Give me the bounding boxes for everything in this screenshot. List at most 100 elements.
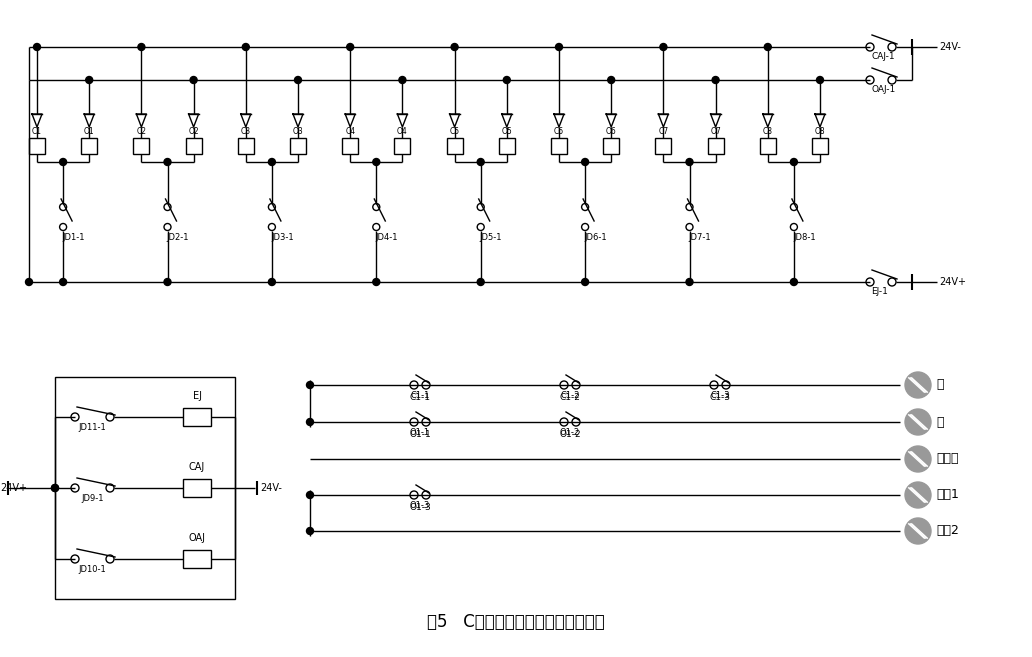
Text: JD11-1: JD11-1 [78,423,106,432]
Circle shape [243,43,250,51]
Bar [812,138,828,154]
Bar [186,138,201,154]
Text: 24V-: 24V- [260,483,282,493]
Circle shape [582,279,588,286]
Text: C1-3: C1-3 [710,393,731,402]
Text: O6: O6 [606,127,616,136]
Text: O5: O5 [502,127,512,136]
Text: O1-3: O1-3 [410,501,430,510]
Text: C8: C8 [763,127,773,136]
Text: 分: 分 [936,415,943,428]
Circle shape [504,76,510,83]
Circle shape [294,76,301,83]
Bar [551,138,567,154]
Circle shape [905,372,931,398]
Text: O1-3: O1-3 [409,503,431,512]
Text: C6: C6 [554,127,565,136]
Text: C1-1: C1-1 [411,391,429,400]
Text: JD6-1: JD6-1 [584,233,607,242]
Circle shape [905,409,931,435]
Circle shape [399,76,406,83]
Circle shape [307,382,314,388]
Text: C4: C4 [345,127,355,136]
Circle shape [307,528,314,535]
Text: C7: C7 [658,127,669,136]
Text: CAJ-1: CAJ-1 [871,52,895,61]
Text: 24V+: 24V+ [0,483,27,493]
Text: C1-1: C1-1 [410,393,430,402]
Text: JD7-1: JD7-1 [688,233,711,242]
Text: O2: O2 [188,127,199,136]
Circle shape [138,43,144,51]
Circle shape [608,76,615,83]
Text: JD4-1: JD4-1 [376,233,397,242]
Text: O3: O3 [293,127,303,136]
Bar [343,138,358,154]
Circle shape [373,158,380,166]
Bar [183,479,211,497]
Circle shape [373,279,380,286]
Circle shape [712,76,719,83]
Text: C1: C1 [32,127,42,136]
Circle shape [477,279,484,286]
Circle shape [164,279,171,286]
Text: OAJ-1: OAJ-1 [871,85,895,94]
Text: O8: O8 [814,127,826,136]
Text: JD9-1: JD9-1 [82,494,104,503]
Text: O7: O7 [710,127,721,136]
Bar [133,138,150,154]
Text: JD8-1: JD8-1 [793,233,815,242]
Circle shape [905,518,931,544]
Text: OAJ: OAJ [189,533,205,543]
Text: 24V-: 24V- [939,42,961,52]
Circle shape [791,279,798,286]
Text: 放甔1: 放甔1 [936,489,959,501]
Circle shape [33,43,40,51]
Text: JD5-1: JD5-1 [480,233,503,242]
Circle shape [659,43,667,51]
Bar [183,550,211,568]
Circle shape [686,158,694,166]
Bar [603,138,619,154]
Circle shape [347,43,354,51]
Circle shape [52,484,59,491]
Circle shape [268,158,276,166]
Circle shape [86,76,93,83]
Bar [29,138,45,154]
Bar [183,408,211,426]
Circle shape [26,279,32,286]
Text: C1-2: C1-2 [559,393,580,402]
Text: JD2-1: JD2-1 [166,233,189,242]
Text: 图5   C板驱动的中间继电器控制回路: 图5 C板驱动的中间继电器控制回路 [427,613,605,631]
Text: 公共端: 公共端 [936,453,959,466]
Circle shape [164,158,171,166]
Bar [394,138,411,154]
Text: JD1-1: JD1-1 [62,233,85,242]
Text: C1-3: C1-3 [710,391,730,400]
Text: C2: C2 [136,127,147,136]
Bar [447,138,462,154]
Text: O1-1: O1-1 [409,430,431,439]
Text: 放甔2: 放甔2 [936,524,959,537]
Circle shape [582,158,588,166]
Circle shape [268,279,276,286]
Circle shape [905,482,931,508]
Circle shape [477,158,484,166]
Circle shape [905,446,931,472]
Bar [55,377,235,599]
Bar [498,138,515,154]
Text: 合: 合 [936,378,943,392]
Circle shape [60,279,67,286]
Text: CAJ: CAJ [189,462,205,472]
Text: JD10-1: JD10-1 [78,565,106,574]
Circle shape [190,76,197,83]
Circle shape [307,491,314,499]
Bar [708,138,723,154]
Text: JD3-1: JD3-1 [270,233,293,242]
Text: O1-2: O1-2 [559,430,581,439]
Circle shape [765,43,771,51]
Bar [655,138,672,154]
Circle shape [816,76,824,83]
Text: O4: O4 [397,127,408,136]
Bar [82,138,97,154]
